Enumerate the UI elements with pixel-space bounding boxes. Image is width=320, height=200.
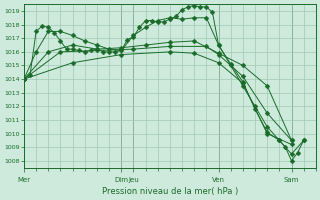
- X-axis label: Pression niveau de la mer( hPa ): Pression niveau de la mer( hPa ): [102, 187, 238, 196]
